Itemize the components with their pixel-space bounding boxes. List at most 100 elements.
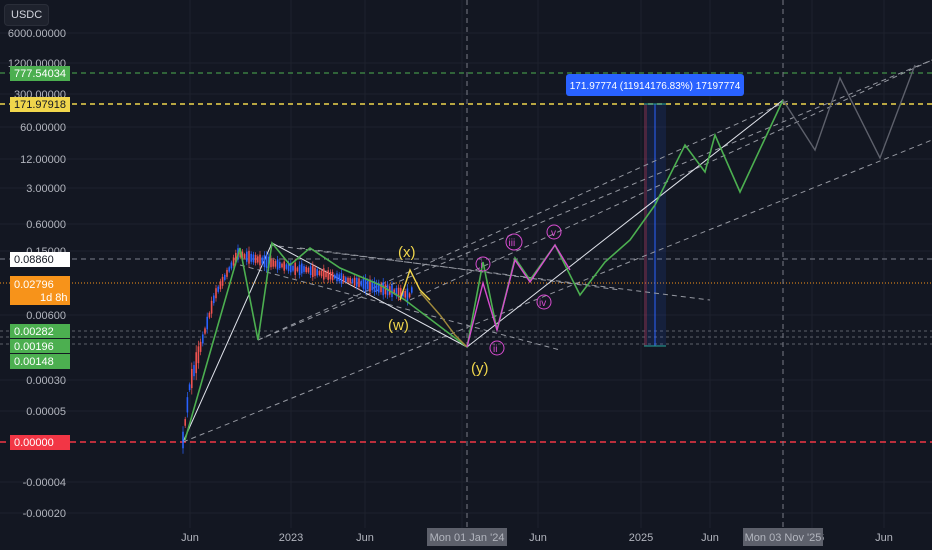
green-wave-path bbox=[184, 99, 784, 441]
candle-body bbox=[232, 257, 235, 266]
price-tag-target-level: 171.97918 bbox=[10, 97, 70, 112]
candle-body bbox=[336, 273, 338, 282]
price-tag-zero: 0.00000 bbox=[10, 435, 70, 450]
wave-label-ii-text: ii bbox=[493, 344, 497, 355]
wave-label-x: (x) bbox=[398, 244, 416, 261]
candle-body bbox=[305, 266, 307, 273]
candle-body bbox=[402, 290, 404, 297]
candle-body bbox=[274, 261, 277, 267]
candle-body bbox=[221, 276, 224, 286]
candle-body bbox=[285, 264, 288, 269]
candle-body bbox=[210, 300, 213, 314]
price-tag-zero-text: 0.00000 bbox=[14, 437, 54, 449]
candle-body bbox=[367, 280, 369, 289]
x-tick-label: Jun bbox=[701, 532, 719, 544]
candle-body bbox=[248, 250, 250, 264]
candle-body bbox=[353, 277, 356, 286]
candle-body bbox=[351, 279, 354, 284]
candle-body bbox=[243, 254, 246, 259]
grid bbox=[0, 0, 932, 528]
candle-body bbox=[235, 252, 237, 263]
price-tag-level-c: 0.00196 bbox=[10, 339, 70, 353]
candle-body bbox=[380, 284, 382, 293]
candle-body bbox=[303, 266, 305, 272]
candle-body bbox=[206, 316, 208, 330]
candle-body bbox=[345, 277, 347, 282]
candle-body bbox=[226, 269, 228, 277]
wave-label-i-text: i bbox=[481, 260, 483, 271]
candle-body bbox=[340, 273, 343, 284]
candle-body bbox=[406, 288, 409, 302]
x-tick-label: Jun bbox=[356, 532, 374, 544]
candle-body bbox=[246, 251, 248, 262]
candle-body bbox=[296, 267, 299, 272]
candle-body bbox=[239, 252, 241, 258]
price-candles bbox=[182, 244, 413, 454]
candle-body bbox=[411, 287, 413, 293]
candle-body bbox=[382, 282, 384, 296]
candle-body bbox=[331, 272, 334, 281]
candle-body bbox=[254, 254, 257, 263]
candle-body bbox=[186, 397, 189, 413]
candle-body bbox=[252, 254, 255, 263]
current-price-text: 0.02796 bbox=[14, 279, 54, 291]
y-tick-label: 0.00030 bbox=[26, 375, 66, 387]
candle-body bbox=[369, 279, 371, 292]
countdown-text: 1d 8h bbox=[40, 292, 68, 304]
candle-body bbox=[404, 290, 406, 298]
price-tag-target-high: 777.54034 bbox=[10, 66, 70, 81]
projected-yellow-path bbox=[419, 291, 468, 348]
measure-label-box bbox=[566, 74, 744, 96]
symbol-badge[interactable]: USDC bbox=[4, 4, 50, 26]
candle-body bbox=[373, 281, 376, 293]
candle-body bbox=[182, 431, 184, 449]
candle-body bbox=[193, 365, 195, 377]
candle-body bbox=[342, 275, 345, 282]
measure-red-band bbox=[644, 104, 647, 346]
candle-body bbox=[309, 266, 312, 276]
y-tick-label: 6000.00000 bbox=[8, 28, 66, 40]
candle-body bbox=[204, 328, 206, 334]
wave-label-iii: iii bbox=[505, 233, 523, 251]
candle-body bbox=[224, 274, 226, 280]
x-tick-label: Jun bbox=[875, 532, 893, 544]
candle-body bbox=[323, 268, 325, 280]
measure-label: 171.97774 (11914176.83%) 17197774 bbox=[570, 81, 741, 92]
price-tag-level-b: 0.00282 bbox=[10, 324, 70, 338]
candle-body bbox=[215, 288, 217, 299]
candle-body bbox=[318, 270, 321, 275]
candle-body bbox=[371, 281, 373, 291]
x-tick-label: Jun bbox=[181, 532, 199, 544]
price-tag-level-b-text: 0.00282 bbox=[14, 326, 54, 338]
candle-body bbox=[375, 282, 378, 292]
y-axis[interactable]: 6000.000001200.00000300.0000060.0000012.… bbox=[8, 28, 66, 520]
y-tick-label: -0.00020 bbox=[23, 508, 66, 520]
y-tick-label: 0.60000 bbox=[26, 219, 66, 231]
price-tag-current: 0.02796 1d 8h bbox=[10, 276, 70, 305]
candle-body bbox=[364, 278, 367, 291]
candle-body bbox=[408, 293, 411, 298]
crosshair-date-2024: Mon 01 Jan '24 bbox=[427, 528, 507, 546]
candle-body bbox=[397, 287, 400, 298]
candle-body bbox=[199, 341, 202, 352]
candle-body bbox=[261, 257, 263, 264]
y-tick-label: 60.00000 bbox=[20, 122, 66, 134]
candle-body bbox=[230, 262, 233, 269]
candle-body bbox=[257, 256, 259, 263]
candle-body bbox=[241, 251, 244, 260]
candle-body bbox=[197, 346, 200, 364]
x-tick-label: Jun bbox=[529, 532, 547, 544]
candle-body bbox=[358, 278, 360, 288]
candle-body bbox=[195, 352, 197, 374]
candle-body bbox=[281, 263, 283, 268]
white-correction-line bbox=[271, 242, 468, 348]
candle-body bbox=[384, 284, 387, 295]
price-tag-target-level-text: 171.97918 bbox=[14, 99, 66, 111]
candle-body bbox=[356, 277, 358, 287]
candle-body bbox=[320, 270, 323, 277]
candle-body bbox=[250, 253, 252, 262]
future-grey-path bbox=[782, 64, 916, 160]
wave-label-v: v bbox=[546, 224, 562, 240]
